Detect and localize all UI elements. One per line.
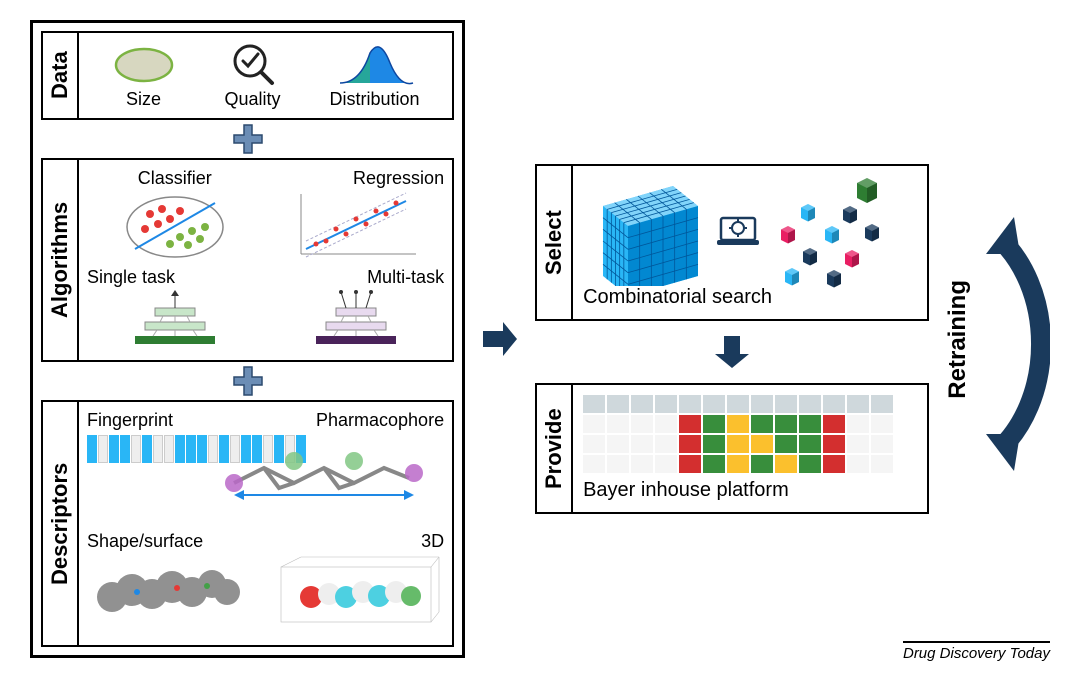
- size-label: Size: [126, 89, 161, 110]
- multitask-icon: [286, 288, 426, 352]
- shape-surface-icon: [87, 552, 257, 624]
- citation-label: Drug Discovery Today: [903, 641, 1050, 662]
- arrow-down-icon: [712, 333, 752, 371]
- regression-icon: [291, 189, 421, 261]
- three-d-grid-icon: [271, 552, 441, 632]
- classifier-icon: [120, 189, 230, 261]
- workflow-diagram: Data Size: [30, 20, 1050, 658]
- regression-item: Regression: [269, 168, 445, 261]
- classifier-label: Classifier: [138, 168, 212, 189]
- regression-label: Regression: [353, 168, 444, 189]
- distribution-icon: [335, 41, 415, 89]
- check-magnifier-icon: [228, 41, 278, 89]
- laptop-gear-icon: [713, 206, 763, 256]
- retraining-arc: Retraining: [944, 199, 1050, 479]
- arrow-right-icon: [480, 319, 520, 359]
- combinatorial-label: Combinatorial search: [583, 286, 917, 309]
- pharmacophore-icon: [84, 443, 444, 503]
- select-tab-label: Select: [537, 166, 573, 319]
- singletask-item: Single task: [87, 267, 263, 352]
- heatmap-table: [583, 395, 917, 473]
- left-pipeline: Data Size: [30, 20, 465, 658]
- plus-icon: [231, 120, 265, 158]
- shape-label: Shape/surface: [87, 531, 261, 552]
- retraining-label: Retraining: [944, 280, 972, 399]
- algorithms-tab-label: Algorithms: [43, 160, 79, 360]
- platform-label: Bayer inhouse platform: [583, 479, 917, 502]
- select-box: Select Combinatorial search: [535, 164, 929, 321]
- data-tab-label: Data: [43, 33, 79, 118]
- data-box: Data Size: [41, 31, 454, 120]
- data-size-item: Size: [112, 41, 176, 110]
- pharmacophore-label: Pharmacophore: [316, 410, 444, 431]
- classifier-item: Classifier: [87, 168, 263, 261]
- data-quality-item: Quality: [225, 41, 281, 110]
- right-pipeline: Select Combinatorial search: [535, 164, 929, 514]
- three-d-label: 3D: [271, 531, 445, 552]
- rubiks-cube-icon: [583, 176, 703, 286]
- quality-label: Quality: [225, 89, 281, 110]
- descriptors-tab-label: Descriptors: [43, 402, 79, 645]
- distribution-label: Distribution: [330, 89, 420, 110]
- data-distribution-item: Distribution: [330, 41, 420, 110]
- plus-icon: [231, 362, 265, 400]
- singletask-icon: [105, 288, 245, 352]
- fingerprint-label: Fingerprint: [87, 410, 306, 431]
- provide-tab-label: Provide: [537, 385, 573, 512]
- multitask-item: Multi-task: [269, 267, 445, 352]
- multitask-label: Multi-task: [367, 267, 444, 288]
- descriptors-box: Descriptors Fingerprint Pharmacophore: [41, 400, 454, 647]
- retraining-arrow-icon: [980, 199, 1050, 479]
- ellipse-icon: [112, 41, 176, 89]
- singletask-label: Single task: [87, 267, 175, 288]
- cube-scatter: [773, 176, 893, 286]
- algorithms-box: Algorithms Classifier: [41, 158, 454, 362]
- provide-box: Provide Bayer inhouse platform: [535, 383, 929, 514]
